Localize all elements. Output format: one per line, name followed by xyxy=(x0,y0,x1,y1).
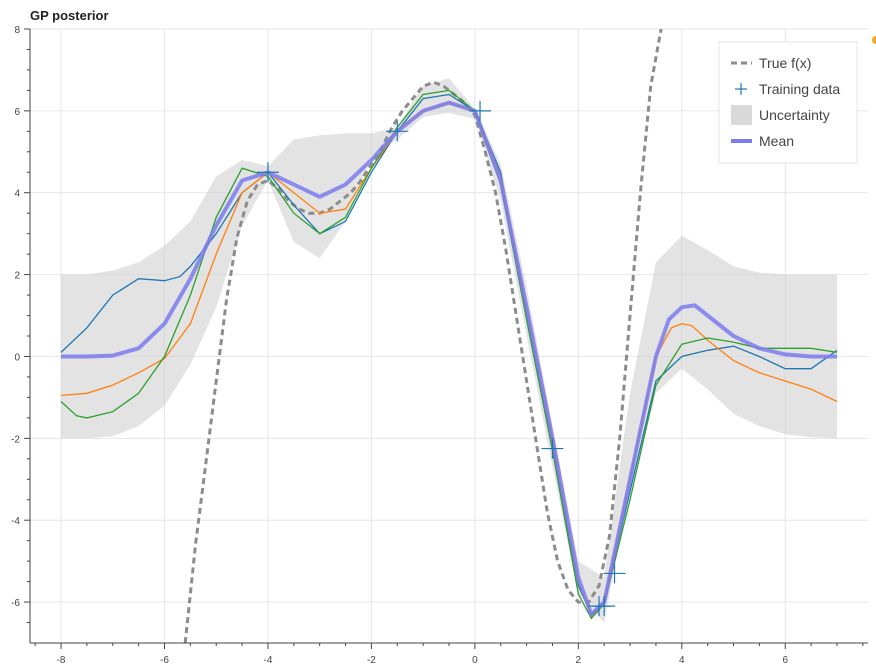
x-tick-label-3: -2 xyxy=(367,655,376,666)
training-point-0 xyxy=(256,162,279,183)
y-tick-label-5: 4 xyxy=(14,189,20,200)
legend-train-label: Training data xyxy=(759,81,840,97)
uncertainty-band xyxy=(61,78,837,623)
y-tick-label-4: 2 xyxy=(14,271,20,282)
training-point-3 xyxy=(541,438,564,459)
legend-mean-label: Mean xyxy=(759,133,794,149)
x-tick-label-4: 0 xyxy=(472,655,478,666)
mean-path xyxy=(61,100,837,617)
training-point-2 xyxy=(469,100,492,121)
legend-unc-label: Uncertainty xyxy=(759,107,830,123)
training-point-5 xyxy=(593,596,616,617)
x-tick-label-7: 6 xyxy=(782,655,788,666)
y-tick-label-3: 0 xyxy=(14,352,20,363)
training-point-6 xyxy=(603,563,626,584)
legend-true-label: True f(x) xyxy=(759,55,811,71)
x-tick-label-2: -4 xyxy=(263,655,272,666)
chart-title: GP posterior xyxy=(30,8,109,23)
y-tick-label-7: 8 xyxy=(14,25,20,36)
toolbar-logo-icon xyxy=(872,36,876,44)
training-data-points xyxy=(256,100,626,617)
true-function-line xyxy=(183,29,663,643)
y-tick-label-1: -4 xyxy=(11,516,20,527)
training-point-1 xyxy=(386,121,409,142)
y-tick-label-2: -2 xyxy=(11,434,20,445)
sample-line-0 xyxy=(60,93,838,616)
x-tick-label-0: -8 xyxy=(57,655,66,666)
true-function-path xyxy=(183,29,663,643)
legend-train-swatch xyxy=(735,83,747,95)
sample-line-2 xyxy=(60,89,838,620)
legend-unc-swatch xyxy=(731,105,752,125)
uncertainty-area xyxy=(61,78,837,623)
x-tick-label-5: 2 xyxy=(576,655,582,666)
y-tick-label-0: -6 xyxy=(11,598,20,609)
legend: True f(x) Training data Uncertainty Mean xyxy=(718,41,858,164)
x-tick-label-6: 4 xyxy=(679,655,685,666)
axes: -8 -6 -4 -2 0 2 4 6 -6 -4 -2 0 2 4 6 8 xyxy=(11,25,868,666)
mean-line xyxy=(61,100,837,617)
x-tick-label-1: -6 xyxy=(160,655,169,666)
y-tick-label-6: 6 xyxy=(14,107,20,118)
